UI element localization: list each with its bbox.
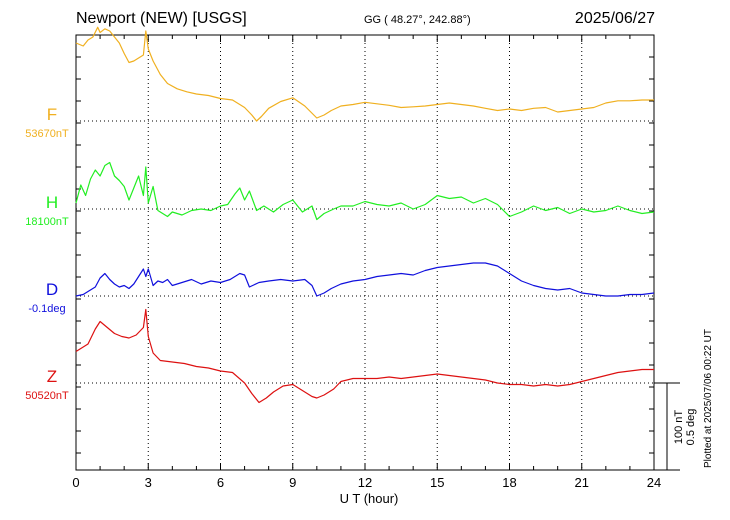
x-tick-label: 21: [575, 475, 589, 490]
x-tick-label: 12: [358, 475, 372, 490]
scale-bar-label-nt: 100 nT: [673, 410, 685, 445]
series-name-h: H: [46, 193, 58, 212]
series-name-d: D: [46, 280, 58, 299]
series-baseline-h: 18100nT: [25, 216, 69, 228]
x-tick-label: 3: [145, 475, 152, 490]
x-tick-label: 9: [289, 475, 296, 490]
scale-bar-label-deg: 0.5 deg: [685, 409, 697, 446]
series-baseline-d: -0.1deg: [28, 303, 65, 315]
x-tick-label: 0: [72, 475, 79, 490]
x-tick-label: 24: [647, 475, 661, 490]
x-tick-label: 18: [502, 475, 516, 490]
x-tick-label: 6: [217, 475, 224, 490]
x-tick-label: 15: [430, 475, 444, 490]
x-axis-label: U T (hour): [340, 491, 399, 506]
geographic-coordinates: GG ( 48.27°, 242.88°): [364, 14, 471, 26]
series-name-z: Z: [47, 367, 57, 386]
series-line-d: [75, 262, 655, 297]
series-line-f: [75, 26, 654, 122]
series-line-h: [75, 161, 655, 221]
plot-date: 2025/06/27: [574, 10, 655, 27]
series-baseline-f: 53670nT: [25, 128, 69, 140]
series-line-z: [75, 308, 654, 404]
station-title: Newport (NEW) [USGS]: [76, 10, 247, 27]
series-baseline-z: 50520nT: [25, 390, 69, 402]
plot-frame: [75, 34, 655, 471]
series-name-f: F: [47, 105, 57, 124]
